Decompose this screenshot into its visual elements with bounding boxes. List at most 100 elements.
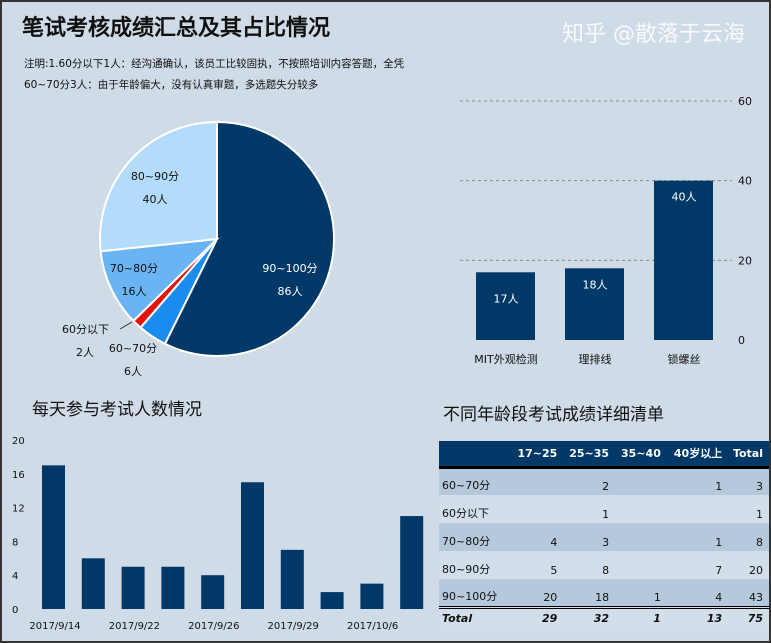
y-tick-label: 8 — [12, 537, 18, 548]
leader-line — [119, 321, 133, 330]
table-cell: 8 — [728, 523, 769, 551]
table-cell: 60分以下 — [439, 495, 512, 523]
table-cell — [666, 495, 729, 523]
table-cell: 43 — [728, 579, 769, 607]
y-tick-label: 20 — [12, 436, 25, 447]
bar — [241, 482, 264, 609]
table-cell — [511, 467, 564, 495]
pie-label: 70~80分 — [110, 262, 158, 275]
table-cell: 3 — [728, 467, 769, 495]
y-tick-label: 12 — [12, 504, 25, 515]
table-row: 60分以下 1 1 — [439, 495, 769, 523]
table-cell: 1 — [615, 579, 667, 607]
table-cell: 1 — [728, 495, 769, 523]
bar-data-label: 18人 — [583, 278, 608, 291]
table-cell: 20 — [511, 579, 564, 607]
table-cell: 4 — [666, 579, 729, 607]
table-cell: 5 — [511, 551, 564, 579]
column-header — [439, 441, 512, 469]
column-header: 17~25 — [511, 441, 564, 469]
x-tick-label: 锁螺丝 — [668, 352, 701, 366]
column-header: 35~40 — [615, 441, 667, 469]
y-tick-label: 60 — [738, 95, 752, 108]
table-title: 不同年龄段考试成绩详细清单 — [443, 405, 664, 425]
pie-slice — [99, 237, 220, 323]
watermark: 知乎 @散落于云海 — [562, 22, 745, 47]
pie-label: 60分以下 — [62, 323, 109, 336]
table-cell: 18 — [563, 579, 616, 607]
bar — [360, 583, 384, 609]
column-header: Total — [728, 441, 769, 469]
bar-data-label: 17人 — [494, 292, 519, 305]
table-cell: 2 — [563, 467, 616, 495]
table-row: 80~90分 5 8 7 20 — [439, 551, 769, 579]
bar — [476, 272, 535, 340]
bar — [121, 566, 145, 609]
y-tick-label: 0 — [12, 605, 18, 616]
column-header: 40岁以上 — [666, 441, 729, 469]
note-line-2: 60~70分3人：由于年龄偏大，没有认真审题，多选题失分较多 — [24, 79, 319, 91]
table-cell: 90~100分 — [439, 579, 512, 607]
bar — [280, 549, 304, 609]
x-tick-label: 2017/10/6 — [347, 621, 398, 632]
table-row: 90~100分 20 18 1 4 43 — [439, 579, 769, 607]
table-cell: 70~80分 — [439, 523, 512, 551]
table-cell: 20 — [728, 551, 769, 579]
bar — [42, 465, 65, 609]
y-tick-label: 0 — [738, 334, 745, 347]
bar — [161, 566, 185, 609]
column-header: 25~35 — [563, 441, 616, 469]
table-cell: 1 — [666, 523, 729, 551]
table-cell — [615, 551, 667, 579]
x-tick-label: 理排线 — [579, 352, 612, 366]
bar — [654, 180, 713, 340]
pie-slice — [99, 120, 218, 253]
table-cell: 75 — [728, 605, 769, 631]
pie-label: 80~90分 — [131, 170, 179, 183]
table-cell — [511, 495, 564, 523]
x-tick-label: 2017/9/14 — [29, 621, 80, 632]
table-cell: 29 — [511, 605, 564, 631]
table-cell: 1 — [563, 495, 616, 523]
bar — [400, 516, 424, 609]
y-tick-label: 4 — [12, 571, 18, 582]
daily-chart-title: 每天参与考试人数情况 — [32, 400, 202, 420]
daily-bar-chart: 0 4 8 12 16 20 2017/9/14 2017/9/22 2017/9/26 2017… — [12, 436, 424, 632]
pie-count-label: 40人 — [143, 193, 168, 206]
x-tick-label: 2017/9/29 — [268, 621, 319, 632]
table-cell: 80~90分 — [439, 551, 512, 579]
table-cell: 1 — [666, 467, 729, 495]
table-row: 60~70分 2 1 3 — [439, 467, 769, 495]
table-cell — [615, 523, 667, 551]
table-cell: Total — [439, 605, 512, 631]
table-cell: 13 — [666, 605, 729, 631]
y-tick-label: 16 — [12, 470, 25, 481]
table-cell: 1 — [615, 605, 667, 631]
page-title: 笔试考核成绩汇总及其占比情况 — [22, 16, 331, 41]
pie-label: 90~100分 — [262, 262, 317, 275]
table-cell — [615, 467, 667, 495]
table-cell: 60~70分 — [439, 467, 512, 495]
pie-count-label: 16人 — [122, 285, 147, 298]
pie-count-label: 6人 — [124, 365, 142, 378]
table-cell: 7 — [666, 551, 729, 579]
score-pie-chart: 90~100分 86人 60~70分 6人 60分以下 2人 70~80分 16人 80~90分… — [62, 120, 335, 378]
note-line-1: 注明:1.60分以下1人：经沟通确认，该员工比较固执，不按照培训内容答题，全凭 — [24, 58, 405, 70]
table-cell: 8 — [563, 551, 616, 579]
bar — [320, 592, 344, 609]
total-row: Total 29 32 1 13 75 — [439, 605, 769, 631]
x-tick-label: MIT外观检测 — [474, 352, 537, 366]
bar-data-label: 40人 — [672, 191, 697, 204]
y-tick-label: 20 — [738, 254, 752, 267]
y-tick-label: 40 — [738, 175, 752, 188]
bar — [201, 575, 225, 609]
table-cell — [615, 495, 667, 523]
bar — [565, 268, 624, 340]
table-cell: 4 — [511, 523, 564, 551]
x-tick-label: 2017/9/22 — [109, 621, 160, 632]
table-cell: 3 — [563, 523, 616, 551]
score-age-table: 17~25 25~35 35~40 40岁以上 Total 60~70分 2 1 3 60分以下 1… — [439, 441, 769, 631]
bar — [81, 558, 105, 609]
table-row: 70~80分 4 3 1 8 — [439, 523, 769, 551]
